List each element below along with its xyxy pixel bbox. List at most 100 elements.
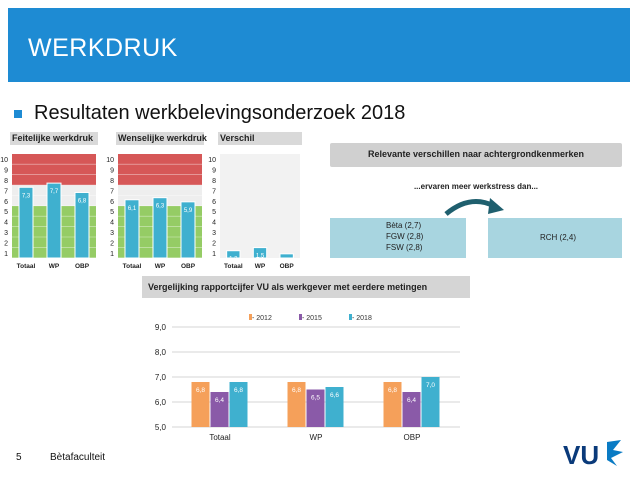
data-label: 6,8 — [196, 387, 205, 394]
y-tick-label: 4 — [212, 220, 216, 227]
bar — [152, 197, 168, 259]
bar — [18, 186, 34, 259]
relevant-subtitle: ...ervaren meer werkstress dan... — [413, 182, 539, 191]
data-label: 5,9 — [184, 208, 193, 214]
y-tick-label: 9 — [4, 168, 8, 175]
category-label: OBP — [280, 263, 295, 270]
y-tick-label: 3 — [4, 230, 8, 237]
slide-header: WERKDRUK — [8, 8, 630, 82]
y-tick-label: 4 — [4, 220, 8, 227]
bar — [46, 182, 62, 259]
relevant-left-line: FGW (2,8) — [386, 232, 424, 241]
data-label: 7,7 — [50, 189, 59, 195]
data-label: 6,8 — [292, 387, 301, 394]
y-tick-label: 1 — [110, 251, 114, 258]
legend-swatch — [349, 314, 352, 320]
bar — [383, 382, 402, 427]
bar — [210, 392, 229, 427]
panel-title-bar — [116, 132, 204, 145]
y-tick-label: 10 — [0, 157, 8, 164]
category-label: WP — [155, 263, 166, 270]
y-tick-label: 3 — [110, 230, 114, 237]
relevant-title: Relevante verschillen naar achtergrondke… — [367, 149, 585, 159]
slide-title: WERKDRUK — [28, 34, 178, 62]
category-label: OBP — [181, 263, 196, 270]
category-label: Totaal — [123, 263, 142, 270]
page-number: 5 — [16, 452, 22, 463]
y-tick-label: 7,0 — [155, 373, 167, 382]
y-tick-label: 2 — [212, 240, 216, 247]
category-label: WP — [255, 263, 266, 270]
data-label: 6,6 — [330, 392, 339, 399]
panel-title-bar — [218, 132, 302, 145]
y-tick-label: 7 — [4, 188, 8, 195]
legend-entry: - 2018 — [352, 315, 372, 322]
category-label: WP — [49, 263, 60, 270]
y-tick-label: 6 — [212, 199, 216, 206]
y-tick-label: 6,0 — [155, 398, 167, 407]
panel-chart: 10 9 8 7 6 5 4 3 2 1 6,1 Totaal 6,3 WP 5,9 OBP — [106, 154, 202, 270]
comparison-chart: 9,0 8,0 7,0 6,0 5,0 - 2012 - 2015 - 2018 6,8 6,4 6… — [155, 314, 460, 442]
bar — [287, 382, 306, 427]
y-tick-label: 8 — [4, 178, 8, 185]
relevant-right-label: RCH (2,4) — [540, 233, 577, 242]
category-label: OBP — [404, 433, 421, 442]
data-label: 7,3 — [22, 193, 31, 199]
bar — [402, 392, 421, 427]
relevant-left-line: Bèta (2,7) — [386, 221, 422, 230]
data-label: 6,4 — [407, 397, 416, 404]
panel-title: Verschil — [220, 133, 255, 143]
y-tick-label: 8 — [212, 178, 216, 185]
data-label: 6,5 — [311, 395, 320, 402]
y-tick-label: 4 — [110, 220, 114, 227]
red-zone — [12, 154, 96, 186]
vu-logo-text: VU — [563, 440, 599, 468]
y-tick-label: 9 — [110, 168, 114, 175]
y-tick-label: 2 — [4, 240, 8, 247]
bullet-square-icon — [14, 109, 22, 118]
bar — [279, 253, 294, 259]
y-tick-label: 5 — [4, 209, 8, 216]
relevant-left-line: FSW (2,8) — [386, 243, 423, 252]
y-tick-label: 6 — [110, 199, 114, 206]
data-label: 1,2 — [229, 257, 238, 263]
y-tick-label: 9,0 — [155, 323, 167, 332]
y-tick-label: 5,0 — [155, 423, 167, 432]
data-label: 6,4 — [215, 397, 224, 404]
y-tick-label: 7 — [212, 188, 216, 195]
y-tick-label: 1 — [4, 251, 8, 258]
y-tick-label: 6 — [4, 199, 8, 206]
relevant-right-box: RCH (2,4) — [488, 218, 622, 258]
category-label: Totaal — [17, 263, 36, 270]
bar — [74, 191, 90, 259]
data-label: 0,9 — [282, 260, 291, 266]
comparison-title: Vergelijking rapportcijfer VU als werkge… — [148, 282, 428, 292]
data-label: 6,3 — [156, 204, 165, 210]
panel-title: Wenselijke werkdruk — [118, 133, 207, 143]
bar — [229, 382, 248, 427]
y-tick-label: 5 — [110, 209, 114, 216]
footer-text: Bètafaculteit — [50, 452, 106, 463]
y-tick-label: 3 — [212, 230, 216, 237]
y-tick-label: 2 — [110, 240, 114, 247]
legend-swatch — [299, 314, 302, 320]
legend-entry: - 2012 — [252, 315, 272, 322]
category-label: WP — [310, 433, 323, 442]
red-zone — [118, 154, 202, 186]
bar — [124, 199, 140, 259]
bullet-text: Resultaten werkbelevingsonderzoek 2018 — [34, 102, 406, 124]
category-label: OBP — [75, 263, 90, 270]
relevant-left-box: Bèta (2,7) FGW (2,8) FSW (2,8) — [330, 218, 466, 258]
y-tick-label: 8 — [110, 178, 114, 185]
y-tick-label: 8,0 — [155, 348, 167, 357]
panel-chart: 10 9 8 7 6 5 4 3 2 1 7,3 Totaal 7,7 WP 6,8 OBP — [0, 154, 96, 270]
data-label: 6,8 — [78, 198, 87, 204]
bar — [252, 247, 268, 259]
data-label: 6,1 — [128, 206, 137, 212]
bar — [191, 382, 210, 427]
relevant-header: Relevante verschillen naar achtergrondke… — [330, 143, 622, 167]
y-tick-label: 7 — [110, 188, 114, 195]
data-label: 6,8 — [388, 387, 397, 394]
vu-logo: VU — [563, 440, 623, 468]
